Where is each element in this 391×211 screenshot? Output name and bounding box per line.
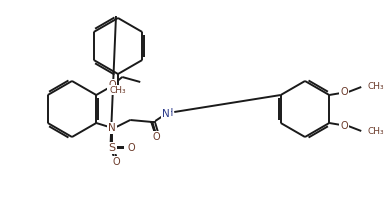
Text: CH₃: CH₃ (367, 81, 384, 91)
Text: O: O (152, 132, 160, 142)
Text: O: O (341, 87, 348, 97)
Text: S: S (109, 143, 116, 153)
Text: O: O (127, 143, 135, 153)
Text: N: N (108, 123, 116, 133)
Text: CH₃: CH₃ (110, 85, 126, 95)
Text: CH₃: CH₃ (367, 127, 384, 137)
Text: N: N (162, 109, 170, 119)
Text: O: O (108, 80, 116, 90)
Text: O: O (113, 157, 120, 167)
Text: O: O (341, 121, 348, 131)
Text: H: H (165, 108, 173, 118)
